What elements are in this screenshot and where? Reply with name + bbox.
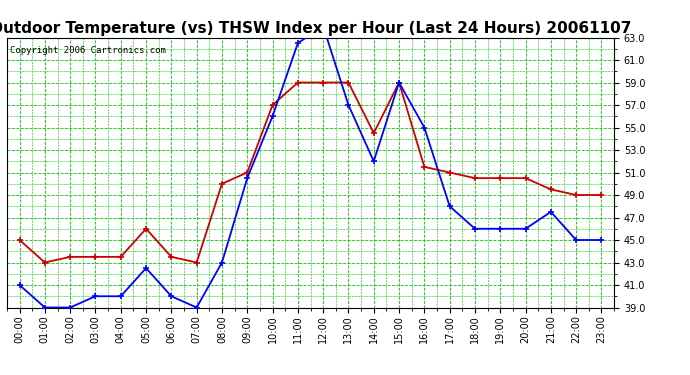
Title: Outdoor Temperature (vs) THSW Index per Hour (Last 24 Hours) 20061107: Outdoor Temperature (vs) THSW Index per … — [0, 21, 631, 36]
Text: Copyright 2006 Cartronics.com: Copyright 2006 Cartronics.com — [10, 46, 166, 55]
